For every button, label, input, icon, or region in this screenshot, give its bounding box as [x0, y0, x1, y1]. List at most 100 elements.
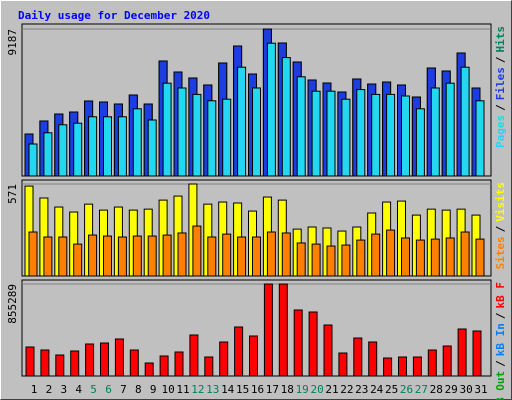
legend-entry: Visits: [494, 182, 507, 222]
x-tick-label: 22: [340, 383, 353, 396]
bar: [162, 234, 172, 277]
legend-entry: kB Out: [494, 371, 507, 400]
bar: [103, 235, 112, 277]
bar: [25, 346, 35, 377]
legend-entry: kB F: [494, 282, 507, 309]
bar: [144, 362, 154, 377]
bar: [427, 349, 437, 377]
bar: [237, 66, 247, 177]
bar: [28, 231, 38, 277]
legend-entry: kB In: [494, 323, 507, 356]
bar: [326, 245, 336, 277]
bar: [189, 334, 199, 377]
legend: kB Out / kB In / kB F: [494, 282, 507, 400]
legend-separator: /: [494, 312, 507, 319]
legend-separator: /: [494, 56, 507, 63]
legend-entry: Sites: [494, 236, 507, 269]
x-tick-label: 30: [459, 383, 472, 396]
bar: [100, 342, 109, 377]
x-tick-label: 1: [31, 383, 38, 396]
bar: [401, 237, 410, 277]
bar: [445, 237, 455, 277]
bar: [58, 236, 68, 277]
bar: [356, 239, 366, 277]
bar: [296, 242, 306, 277]
x-tick-label: 14: [221, 383, 235, 396]
bar: [412, 356, 422, 377]
x-tick-label: 7: [120, 383, 127, 396]
x-tick-label: 18: [281, 383, 294, 396]
bar: [383, 357, 393, 377]
bar: [55, 354, 65, 377]
bar: [117, 116, 127, 177]
legend-separator: /: [494, 360, 507, 367]
bar: [356, 89, 366, 177]
bar: [237, 236, 247, 277]
x-tick-label: 4: [75, 383, 82, 396]
bar: [398, 356, 407, 377]
bar: [40, 349, 50, 377]
bar: [475, 100, 485, 177]
x-tick-label: 9: [150, 383, 157, 396]
bar: [293, 309, 303, 377]
bar: [219, 341, 229, 377]
bar: [281, 57, 291, 177]
bar: [263, 283, 273, 377]
x-tick-label: 13: [206, 383, 219, 396]
bar: [442, 345, 452, 377]
bar: [70, 350, 80, 377]
x-tick-label: 27: [415, 383, 428, 396]
bar: [323, 324, 333, 377]
bar: [43, 132, 53, 177]
bar: [132, 108, 142, 177]
bar: [371, 233, 381, 277]
bar: [252, 87, 261, 177]
bar: [475, 238, 485, 277]
bar: [308, 311, 318, 377]
x-tick-label: 25: [385, 383, 398, 396]
bar: [58, 124, 68, 177]
bar: [177, 87, 187, 177]
bar: [207, 100, 217, 177]
bar: [341, 244, 351, 277]
bar: [252, 236, 261, 277]
bar: [386, 93, 396, 177]
bar: [114, 338, 124, 377]
bar: [174, 351, 184, 377]
bar: [234, 326, 244, 377]
x-tick-label: 20: [310, 383, 323, 396]
bar: [162, 82, 172, 177]
bar: [472, 330, 482, 377]
x-tick-label: 26: [400, 383, 413, 396]
bar: [117, 236, 127, 277]
x-tick-label: 16: [251, 383, 264, 396]
bar: [129, 349, 139, 377]
bar: [457, 328, 467, 377]
x-tick-label: 15: [236, 383, 249, 396]
x-tick-label: 21: [325, 383, 338, 396]
x-tick-label: 2: [46, 383, 53, 396]
bar: [266, 231, 276, 277]
legend-entry: Pages: [494, 115, 507, 148]
bar: [192, 225, 202, 277]
x-tick-label: 8: [135, 383, 142, 396]
bar: [28, 143, 38, 177]
bar: [326, 90, 336, 177]
legend-separator: /: [494, 104, 507, 111]
x-tick-label: 19: [296, 383, 309, 396]
x-tick-label: 10: [161, 383, 174, 396]
bar: [88, 234, 98, 277]
x-tick-label: 31: [474, 383, 487, 396]
bar: [266, 42, 276, 177]
x-tick-label: 29: [445, 383, 458, 396]
bar: [159, 355, 169, 377]
bar: [249, 335, 258, 377]
x-tick-label: 6: [105, 383, 112, 396]
legend: Sites / Visits: [494, 182, 507, 270]
legend-separator: /: [494, 225, 507, 232]
x-tick-label: 12: [191, 383, 204, 396]
x-tick-label: 24: [370, 383, 384, 396]
bar: [311, 243, 321, 277]
y-tick-label: 9187: [6, 29, 19, 56]
x-tick-label: 3: [60, 383, 67, 396]
